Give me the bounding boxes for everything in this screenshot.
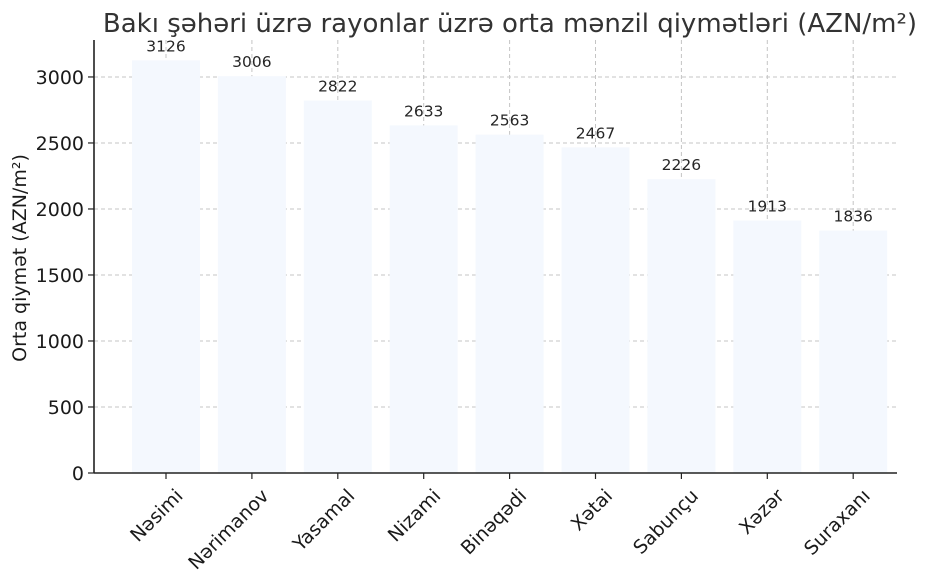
x-tick-label: Nəsimi	[126, 485, 187, 546]
x-tick-label: Sabunçu	[629, 485, 703, 559]
axes	[88, 40, 897, 479]
bar	[389, 125, 458, 473]
x-tick-label: Suraxanı	[800, 485, 875, 560]
data-label: 2633	[404, 102, 443, 120]
bar	[475, 134, 544, 473]
bar	[303, 100, 372, 474]
data-label: 3006	[232, 53, 271, 71]
x-tick-label: Xəzər	[735, 485, 789, 539]
y-tick-labels: 0 500 1000 1500 2000 2500 3000	[36, 67, 84, 485]
bar	[561, 147, 630, 473]
data-label: 2226	[662, 156, 701, 174]
y-tick-label: 2500	[36, 133, 84, 155]
data-label: 2822	[318, 77, 357, 95]
y-axis-label: Orta qiymət (AZN/m²)	[9, 154, 31, 362]
data-label: 2467	[576, 124, 615, 142]
data-label: 3126	[146, 37, 185, 55]
y-tick-label: 2000	[36, 199, 84, 221]
bar	[217, 76, 286, 474]
y-tick-label: 1500	[36, 265, 84, 287]
y-tick-label: 0	[72, 463, 84, 485]
y-tick-label: 500	[48, 397, 84, 419]
x-tick-label: Yasamal	[288, 485, 359, 556]
data-labels: 3126 3006 2822 2633 2563 2467 2226 1913 1836	[146, 37, 873, 225]
chart-title: Bakı şəhəri üzrə rayonlar üzrə orta mənz…	[103, 9, 917, 39]
x-tick-label: Nərimanov	[184, 485, 273, 574]
data-label: 2563	[490, 112, 529, 130]
bar	[733, 220, 802, 473]
bar	[819, 230, 888, 473]
x-tick-label: Xətai	[567, 485, 617, 535]
data-label: 1913	[748, 197, 787, 215]
x-tick-label: Nizami	[384, 485, 445, 546]
bars	[132, 60, 888, 474]
x-tick-label: Binəqədi	[457, 485, 531, 559]
y-tick-label: 3000	[36, 67, 84, 89]
bar	[647, 179, 716, 473]
data-label: 1836	[833, 208, 872, 226]
bar	[132, 60, 200, 473]
y-tick-label: 1000	[36, 331, 84, 353]
